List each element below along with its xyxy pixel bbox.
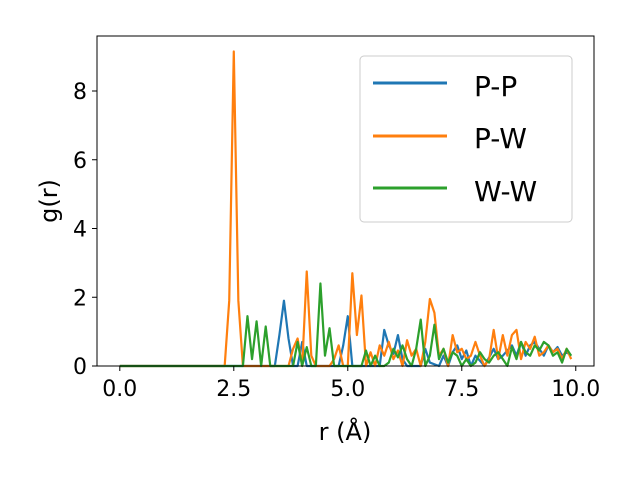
x-tick-label: 7.5 [444,377,479,402]
x-tick-label: 5.0 [330,377,365,402]
y-tick-label: 0 [73,355,87,380]
y-tick-label: 4 [73,218,87,243]
legend: P-P P-W W-W [359,55,573,223]
y-tick-label: 2 [73,286,87,311]
x-tick-label: 0.0 [102,377,137,402]
x-axis: 0.0 2.5 5.0 7.5 10.0 [102,366,600,402]
x-tick-label: 10.0 [551,377,600,402]
y-tick-label: 6 [73,149,87,174]
y-tick-label: 8 [73,80,87,105]
y-axis: 0 2 4 6 8 [73,80,97,380]
legend-label-pp: P-P [474,70,517,103]
legend-box [359,55,573,223]
series-line-w-w [119,282,573,368]
legend-label-pw: P-W [474,122,527,155]
legend-label-ww: W-W [474,175,537,208]
x-tick-label: 2.5 [216,377,251,402]
plot-frame [96,35,595,367]
y-axis-label: g(r) [35,179,63,223]
x-axis-label: r (Å) [319,417,372,446]
